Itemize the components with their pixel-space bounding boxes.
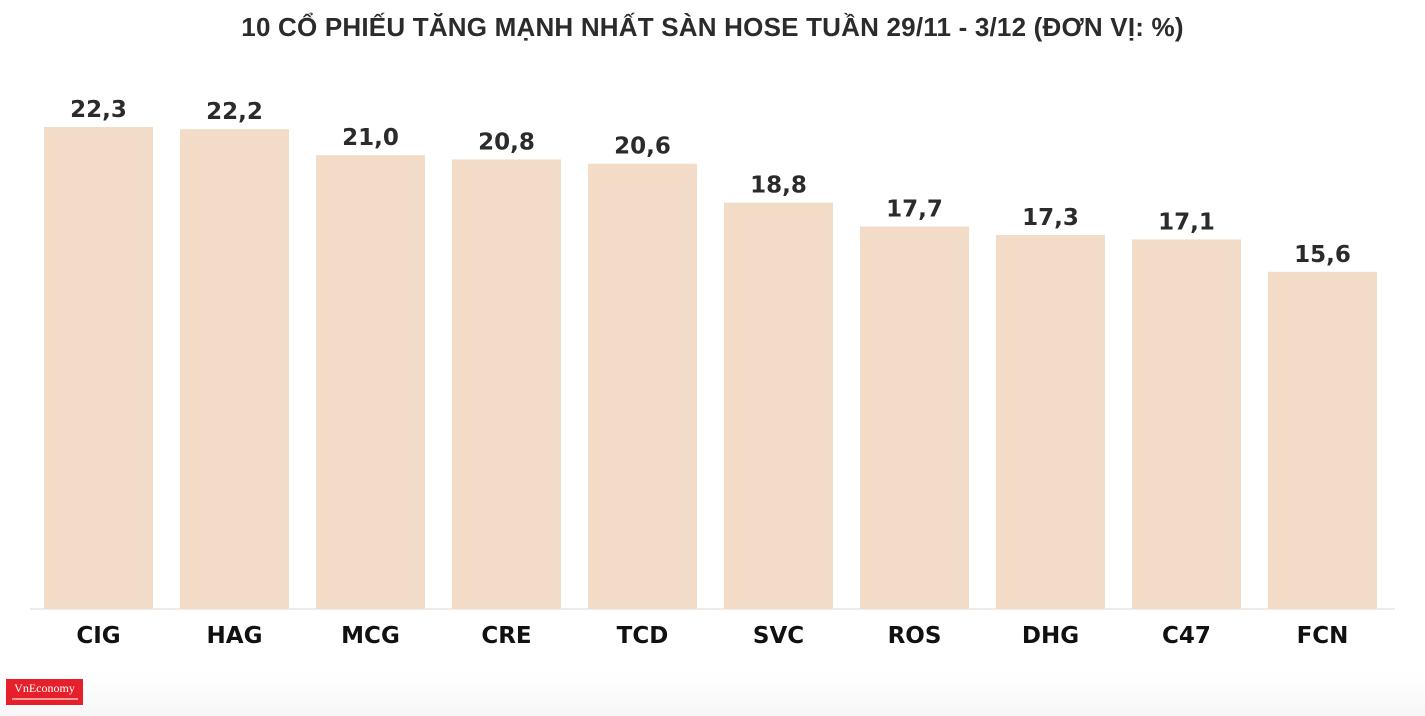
bar-tcd [588, 163, 697, 610]
bar-c47 [1132, 239, 1241, 609]
vneconomy-logo[interactable]: VnEconomy [6, 679, 83, 705]
category-label-fcn: FCN [1297, 623, 1349, 649]
bar-cig [44, 127, 153, 609]
bar-hag [180, 129, 289, 609]
value-label-fcn: 15,6 [1294, 242, 1351, 268]
footer-strip [0, 672, 1425, 716]
category-label-ros: ROS [888, 623, 942, 649]
value-label-dhg: 17,3 [1022, 205, 1079, 231]
value-label-tcd: 20,6 [614, 134, 671, 160]
value-label-svc: 18,8 [750, 173, 807, 199]
category-label-c47: C47 [1162, 623, 1211, 649]
bar-mcg [316, 155, 425, 610]
logo-text: VnEconomy [14, 681, 75, 695]
value-label-hag: 22,2 [206, 99, 263, 125]
bars-layer [44, 127, 1377, 610]
value-label-c47: 17,1 [1158, 209, 1215, 235]
category-label-hag: HAG [207, 623, 263, 649]
bar-cre [452, 159, 561, 610]
category-label-cre: CRE [481, 623, 531, 649]
value-label-cig: 22,3 [70, 97, 127, 123]
bar-ros [860, 226, 969, 609]
category-label-svc: SVC [753, 623, 804, 649]
labels-layer: 22,3 CIG 22,2 HAG 21,0 MCG 20,8 CRE 20,6 TCD 18,8 S… [70, 97, 1351, 649]
category-label-mcg: MCG [341, 623, 400, 649]
category-label-tcd: TCD [617, 623, 669, 649]
value-label-mcg: 21,0 [342, 125, 399, 151]
value-label-cre: 20,8 [478, 129, 535, 155]
bar-fcn [1268, 271, 1377, 609]
chart-title: 10 CỔ PHIẾU TĂNG MẠNH NHẤT SÀN HOSE TUẦN… [241, 12, 1184, 42]
bar-svc [724, 202, 833, 610]
category-label-cig: CIG [76, 623, 120, 649]
value-label-ros: 17,7 [886, 196, 943, 222]
logo-underline [11, 698, 78, 700]
bar-dhg [996, 235, 1105, 609]
category-label-dhg: DHG [1022, 623, 1079, 649]
